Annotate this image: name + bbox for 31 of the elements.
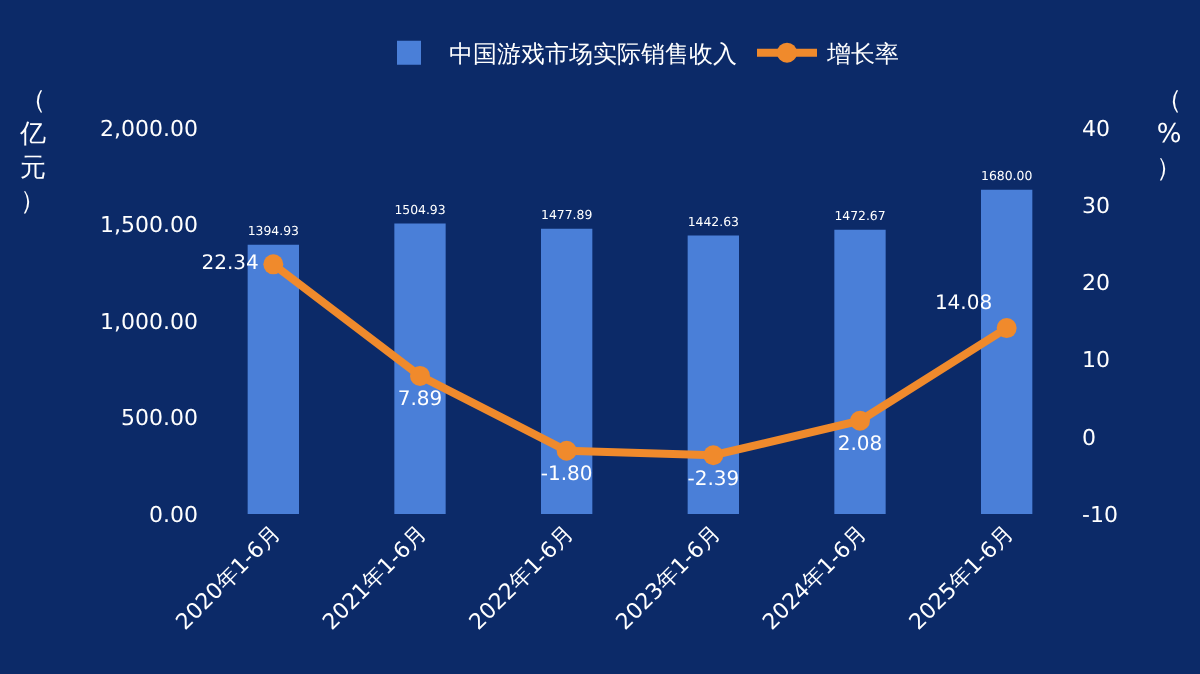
y2-tick-label: 40 bbox=[1082, 115, 1110, 142]
y2-tick-label: 20 bbox=[1082, 270, 1110, 297]
point bbox=[410, 365, 430, 386]
point bbox=[703, 445, 724, 466]
data-label: -1.80 bbox=[540, 464, 593, 487]
bar bbox=[687, 235, 739, 514]
y2-axis-title: （%） bbox=[1156, 86, 1182, 184]
data-label: 14.08 bbox=[934, 292, 993, 315]
data-label: 2.08 bbox=[837, 434, 883, 457]
point bbox=[556, 440, 577, 461]
point bbox=[263, 254, 284, 275]
data-label: -2.39 bbox=[687, 468, 740, 491]
bar bbox=[834, 229, 886, 514]
y-tick-label: 0.00 bbox=[149, 501, 198, 528]
bar bbox=[394, 223, 446, 514]
y2-tick-label: 30 bbox=[1082, 192, 1110, 219]
point bbox=[996, 318, 1017, 339]
y2-tick-label: 10 bbox=[1082, 347, 1110, 374]
y-tick-label: 1,500.00 bbox=[100, 212, 198, 239]
data-label: 7.89 bbox=[397, 389, 443, 412]
legend-label: 增长率 bbox=[825, 40, 899, 69]
data-label: 22.34 bbox=[201, 253, 259, 276]
y2-tick-label: 0 bbox=[1082, 424, 1096, 451]
legend-label: 中国游戏市场实际销售收入 bbox=[449, 40, 737, 69]
y-tick-label: 500.00 bbox=[121, 405, 198, 432]
y-tick-label: 1,000.00 bbox=[100, 308, 198, 335]
y-axis-title: （亿元） bbox=[18, 86, 46, 218]
y-tick-label: 2,000.00 bbox=[100, 115, 198, 142]
bar bbox=[541, 228, 593, 514]
point bbox=[850, 410, 870, 431]
y2-tick-label: -10 bbox=[1082, 501, 1118, 528]
